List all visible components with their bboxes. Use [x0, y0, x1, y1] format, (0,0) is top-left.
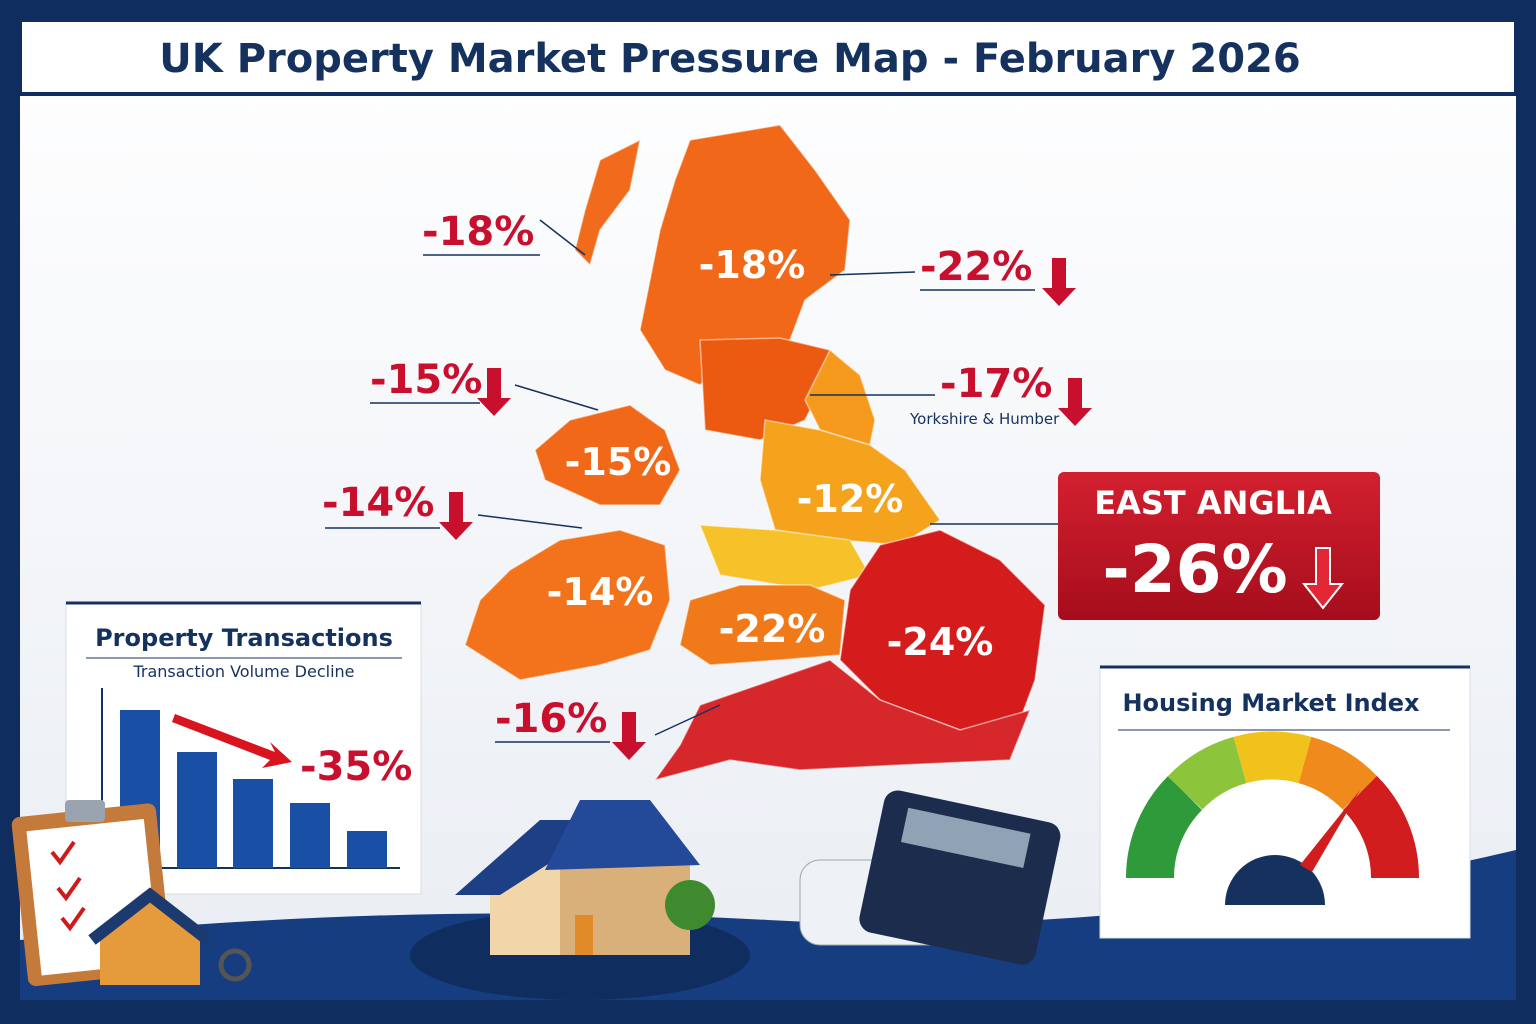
highlight-arrow — [1301, 547, 1345, 610]
western-isles — [574, 138, 642, 267]
gauge-band — [1297, 736, 1378, 811]
gauge-hub — [1225, 855, 1325, 905]
region-label: -14% — [547, 570, 654, 614]
gauge-band — [1125, 776, 1203, 879]
index-title: Housing Market Index — [1122, 689, 1420, 717]
gauge-band — [1167, 736, 1248, 811]
down-arrow — [477, 368, 511, 416]
door — [575, 915, 593, 955]
region-label: -15% — [565, 440, 672, 484]
leader-line — [829, 271, 916, 276]
callout-note: Yorkshire & Humber — [909, 410, 1060, 428]
highlight-box — [1058, 472, 1380, 620]
region-label: -22% — [719, 607, 826, 651]
down-arrow — [612, 712, 646, 760]
leader-lines — [325, 219, 1058, 743]
bar — [290, 803, 330, 868]
map — [464, 124, 1046, 782]
region-southwest — [653, 659, 1032, 782]
down-arrow — [1042, 258, 1076, 306]
callout-label: -17% — [940, 361, 1052, 407]
trend-arrow — [172, 714, 292, 768]
gauge-band — [1342, 776, 1420, 879]
gauge-needle — [1300, 790, 1360, 872]
index-value: 37 — [1244, 867, 1300, 913]
transactions-change: -35% — [300, 744, 412, 790]
callout-label: -22% — [920, 244, 1032, 290]
clip — [65, 800, 105, 822]
calculator-screen — [900, 807, 1031, 868]
small-roof — [88, 887, 212, 945]
checkmarks — [50, 840, 86, 932]
house-roof — [545, 800, 700, 870]
bar — [177, 752, 217, 868]
region-label: -24% — [887, 620, 994, 664]
callout-label: -16% — [495, 696, 607, 742]
magnifier — [218, 948, 252, 982]
callout-label: -18% — [422, 209, 534, 255]
leader-line — [514, 384, 599, 411]
bar — [233, 779, 273, 868]
down-arrows — [439, 258, 1092, 760]
ground-band — [20, 850, 1516, 1000]
gauge-band — [1233, 731, 1312, 784]
region-ireland — [464, 529, 671, 681]
tree — [665, 880, 715, 930]
highlight-value: -26% — [1102, 531, 1287, 608]
callout-label: -15% — [370, 357, 482, 403]
title-bar — [18, 18, 1518, 96]
transactions-subtitle: Transaction Volume Decline — [132, 662, 354, 681]
callout-label: -14% — [322, 480, 434, 526]
title: UK Property Market Pressure Map - Februa… — [159, 36, 1300, 82]
highlight-title: EAST ANGLIA — [1094, 484, 1332, 522]
region-central — [759, 419, 942, 546]
gauge — [1125, 731, 1420, 879]
down-arrow — [439, 492, 473, 540]
down-arrow — [1058, 378, 1092, 426]
region-label: -18% — [699, 243, 806, 287]
leader-line — [477, 514, 583, 529]
leader-line — [654, 704, 721, 736]
leader-line — [539, 219, 586, 256]
transactions-title: Property Transactions — [95, 624, 393, 652]
transaction-bars — [120, 710, 387, 868]
region-northern-ireland — [534, 404, 681, 506]
bar — [347, 831, 387, 868]
region-label: -12% — [797, 477, 904, 521]
